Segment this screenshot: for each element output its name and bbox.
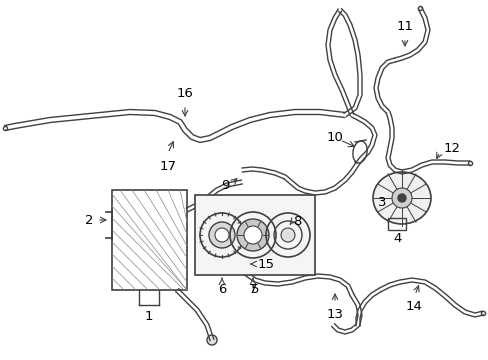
- Circle shape: [244, 226, 262, 244]
- Text: 16: 16: [176, 87, 193, 100]
- Text: 9: 9: [221, 179, 229, 192]
- Text: 11: 11: [396, 20, 413, 33]
- Text: 14: 14: [405, 300, 422, 313]
- Circle shape: [235, 259, 244, 269]
- Text: 7: 7: [248, 283, 257, 296]
- Text: 13: 13: [326, 308, 343, 321]
- Text: 8: 8: [292, 215, 301, 228]
- Text: 10: 10: [326, 131, 343, 144]
- Text: 15: 15: [258, 257, 274, 270]
- Text: 1: 1: [144, 310, 153, 323]
- Ellipse shape: [372, 172, 430, 224]
- Ellipse shape: [352, 141, 366, 163]
- Circle shape: [206, 335, 217, 345]
- Bar: [112, 190, 186, 290]
- Text: 6: 6: [217, 283, 226, 296]
- Circle shape: [281, 228, 294, 242]
- Circle shape: [238, 262, 242, 266]
- Text: 3: 3: [377, 195, 386, 208]
- Bar: [195, 195, 314, 275]
- Circle shape: [215, 228, 228, 242]
- Text: 17: 17: [159, 160, 176, 173]
- Text: 4: 4: [393, 232, 401, 245]
- Text: 12: 12: [443, 141, 460, 154]
- Circle shape: [397, 194, 405, 202]
- Circle shape: [237, 219, 268, 251]
- Text: 5: 5: [250, 283, 259, 296]
- Bar: [387, 218, 405, 230]
- Text: 2: 2: [85, 213, 94, 226]
- Circle shape: [208, 222, 235, 248]
- Circle shape: [391, 188, 411, 208]
